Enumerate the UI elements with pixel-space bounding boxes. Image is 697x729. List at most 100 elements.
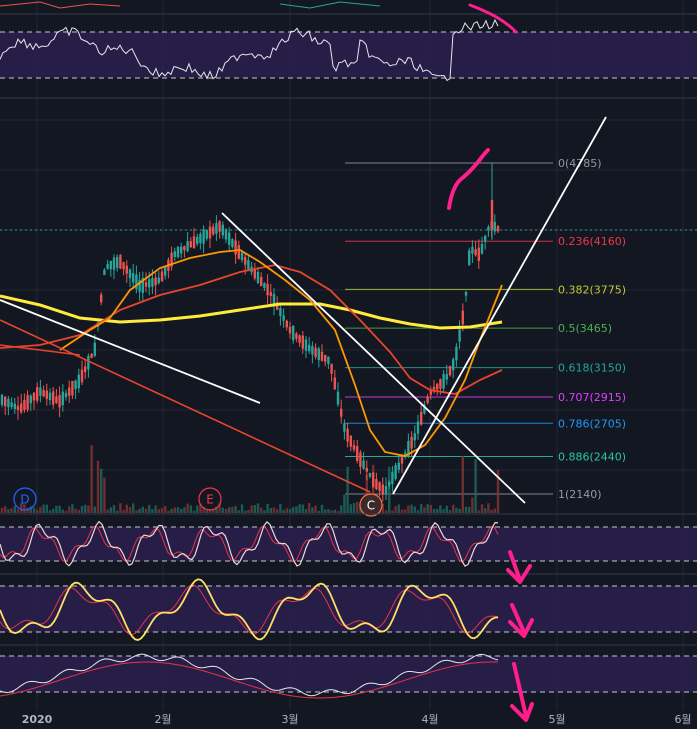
- candle-body: [186, 241, 189, 252]
- candle-body: [20, 403, 23, 413]
- volume-bar: [346, 466, 349, 513]
- candle-body: [301, 335, 304, 349]
- volume-bar: [349, 504, 352, 513]
- volume-bar: [106, 509, 109, 513]
- candle-body: [119, 254, 122, 269]
- candle-body: [202, 229, 205, 244]
- volume-bar: [202, 506, 205, 513]
- volume-bar: [39, 506, 42, 513]
- volume-bar: [10, 508, 13, 513]
- candle-body: [58, 395, 61, 408]
- candle-body: [32, 392, 36, 401]
- candle-body: [362, 460, 365, 469]
- event-marker-letter: D: [20, 493, 29, 507]
- volume-bar: [413, 506, 416, 513]
- volume-bar: [215, 506, 218, 513]
- volume-bar: [388, 466, 391, 513]
- volume-bar: [90, 445, 93, 513]
- event-marker-circle[interactable]: [198, 487, 222, 511]
- candle-body: [432, 386, 436, 392]
- candle-body: [272, 293, 276, 307]
- volume-bar: [205, 510, 208, 513]
- volume-bar: [199, 503, 202, 513]
- candle-body: [42, 390, 45, 397]
- candle-body: [125, 265, 128, 274]
- candle-body: [282, 315, 285, 321]
- annotation-arrow-1: [506, 550, 532, 584]
- fib-level-label: 0.886(2440): [558, 450, 626, 463]
- candle-body: [77, 374, 80, 389]
- volume-bar: [480, 504, 484, 513]
- candle-body: [240, 252, 244, 261]
- volume-bar: [109, 507, 112, 513]
- volume-bar: [436, 508, 439, 513]
- event-marker-letter: E: [206, 493, 214, 507]
- candle-body: [170, 252, 173, 267]
- volume-bar: [189, 505, 192, 513]
- volume-bar: [487, 503, 490, 513]
- volume-bar: [183, 507, 186, 513]
- volume-bar: [93, 506, 96, 513]
- volume-bar: [224, 509, 228, 513]
- candle-body: [132, 273, 135, 283]
- volume-bar: [170, 508, 173, 513]
- volume-bar: [317, 510, 320, 513]
- volume-bar: [423, 507, 426, 513]
- candle-body: [224, 229, 228, 240]
- fib-level-label: 1(2140): [558, 488, 602, 501]
- volume-bar: [23, 504, 26, 513]
- candle-body: [266, 283, 269, 296]
- trendline-up: [392, 116, 607, 495]
- candle-body: [429, 389, 432, 395]
- ma-fast-line: [59, 249, 503, 457]
- volume-bar: [442, 509, 445, 513]
- volume-bar: [119, 503, 122, 513]
- candle-body: [455, 346, 458, 361]
- candle-body: [375, 478, 378, 490]
- candle-body: [407, 441, 410, 456]
- volume-bar: [295, 506, 298, 513]
- volume-bar: [464, 506, 468, 513]
- candle-body: [74, 380, 77, 390]
- candle-body: [61, 391, 64, 406]
- candle-body: [311, 346, 314, 355]
- top-oscillator-panel: [0, 1, 697, 99]
- candle-body: [71, 380, 74, 396]
- volume-bar: [100, 468, 103, 513]
- volume-bar: [7, 509, 10, 513]
- candle-body: [279, 308, 282, 317]
- volume-bar: [279, 503, 282, 513]
- volume-bar: [311, 507, 314, 513]
- candle-body: [420, 412, 423, 425]
- candle-body: [413, 433, 416, 441]
- candle-body: [205, 230, 208, 239]
- candle-body: [448, 366, 452, 376]
- candle-body: [416, 421, 420, 434]
- volume-bar: [468, 506, 471, 513]
- candle-body: [404, 452, 407, 457]
- trendline-left: [0, 299, 261, 404]
- candle-body: [288, 326, 292, 334]
- candle-body: [487, 226, 490, 231]
- candle-body: [263, 283, 266, 288]
- oscillator-panel-2: [0, 573, 697, 641]
- candle-body: [308, 344, 311, 352]
- x-tick-label: 5월: [548, 713, 565, 726]
- candle-body: [298, 335, 301, 343]
- candle-body: [256, 271, 260, 284]
- volume-bar: [116, 510, 119, 513]
- event-marker-circle[interactable]: [359, 493, 383, 517]
- candle-body: [458, 329, 461, 342]
- volume-bar: [132, 503, 135, 513]
- volume-bar: [16, 509, 20, 513]
- volume-bar: [352, 503, 356, 513]
- candle-body: [378, 482, 381, 492]
- candle-body: [80, 369, 84, 383]
- oscillator-panel-3: [0, 644, 697, 699]
- candle-body: [445, 374, 448, 380]
- volume-bar: [212, 509, 215, 513]
- event-marker-circle[interactable]: [13, 487, 37, 511]
- x-tick-label: 6월: [674, 713, 691, 726]
- volume-bar: [448, 510, 452, 513]
- volume-bar: [141, 506, 144, 513]
